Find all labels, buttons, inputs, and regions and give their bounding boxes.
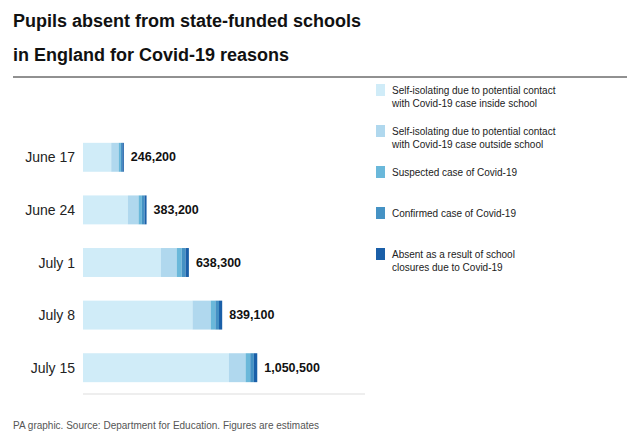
legend-label-line: with Covid-19 case outside school (391, 139, 543, 150)
total-label: 839,100 (229, 308, 274, 322)
legend-swatch (376, 207, 385, 219)
background (0, 0, 640, 438)
legend-label-line: with Covid-19 case inside school (391, 98, 537, 109)
bar-segment (83, 143, 111, 172)
total-label: 638,300 (196, 256, 241, 270)
legend: Self-isolating due to potential contact w… (376, 84, 556, 273)
legend-swatch (376, 84, 385, 96)
bar-segment (250, 353, 254, 382)
source-note: PA graphic. Source: Department for Educa… (13, 420, 319, 431)
total-label: 246,200 (131, 150, 176, 164)
category-label: July 15 (31, 360, 76, 376)
bar-segment (182, 248, 186, 277)
chart-container: Pupils absent from state-funded schools i… (0, 0, 640, 438)
legend-label-line: Suspected case of Covid-19 (392, 167, 518, 178)
chart: Pupils absent from state-funded schools i… (0, 0, 640, 438)
bar-segment (111, 143, 118, 172)
bar-segment (215, 301, 219, 330)
legend-label: Self-isolating due to potential contact w… (391, 85, 556, 109)
bar-segment (83, 195, 128, 224)
legend-label: Absent as a result of school closures due… (392, 249, 515, 273)
total-label: 1,050,500 (264, 361, 320, 375)
x-axis-line (83, 394, 365, 395)
legend-label: Self-isolating due to potential contact w… (391, 126, 556, 150)
bar-segment (192, 301, 210, 330)
legend-label-line: Self-isolating due to potential contact (392, 85, 556, 96)
title-rule (13, 77, 627, 78)
bar-segment (83, 353, 229, 382)
category-label: July 1 (38, 255, 75, 271)
legend-label: Suspected case of Covid-19 (392, 167, 518, 178)
bar-segment (186, 248, 189, 277)
legend-label-line: Confirmed case of Covid-19 (392, 208, 516, 219)
total-label: 383,200 (154, 203, 199, 217)
bar-segment (121, 143, 122, 172)
legend-swatch (376, 166, 385, 178)
bar-segment (145, 195, 147, 224)
bar-segment (219, 301, 222, 330)
bar-segment (229, 353, 246, 382)
bar-segment (161, 248, 177, 277)
legend-label-line: closures due to Covid-19 (392, 262, 503, 273)
bar-segment (83, 301, 192, 330)
bar-segment (122, 143, 124, 172)
legend-swatch (376, 125, 385, 137)
bar-segment (139, 195, 142, 224)
category-label: June 17 (25, 149, 75, 165)
legend-label: Confirmed case of Covid-19 (392, 208, 516, 219)
bar-segment (211, 301, 216, 330)
category-label: July 8 (38, 307, 75, 323)
bar-segment (177, 248, 182, 277)
title-line: in England for Covid-19 reasons (13, 45, 289, 65)
bar-segment (119, 143, 121, 172)
bar-segment (254, 353, 257, 382)
bars (83, 143, 257, 382)
bar-segment (83, 248, 161, 277)
legend-label-line: Self-isolating due to potential contact (392, 126, 556, 137)
legend-label-line: Absent as a result of school (392, 249, 515, 260)
legend-swatch (376, 248, 385, 260)
title-line: Pupils absent from state-funded schools (13, 11, 361, 31)
bar-segment (246, 353, 251, 382)
bar-segment (142, 195, 145, 224)
title: Pupils absent from state-funded schools i… (13, 11, 361, 65)
bar-segment (128, 195, 139, 224)
category-label: June 24 (25, 202, 75, 218)
